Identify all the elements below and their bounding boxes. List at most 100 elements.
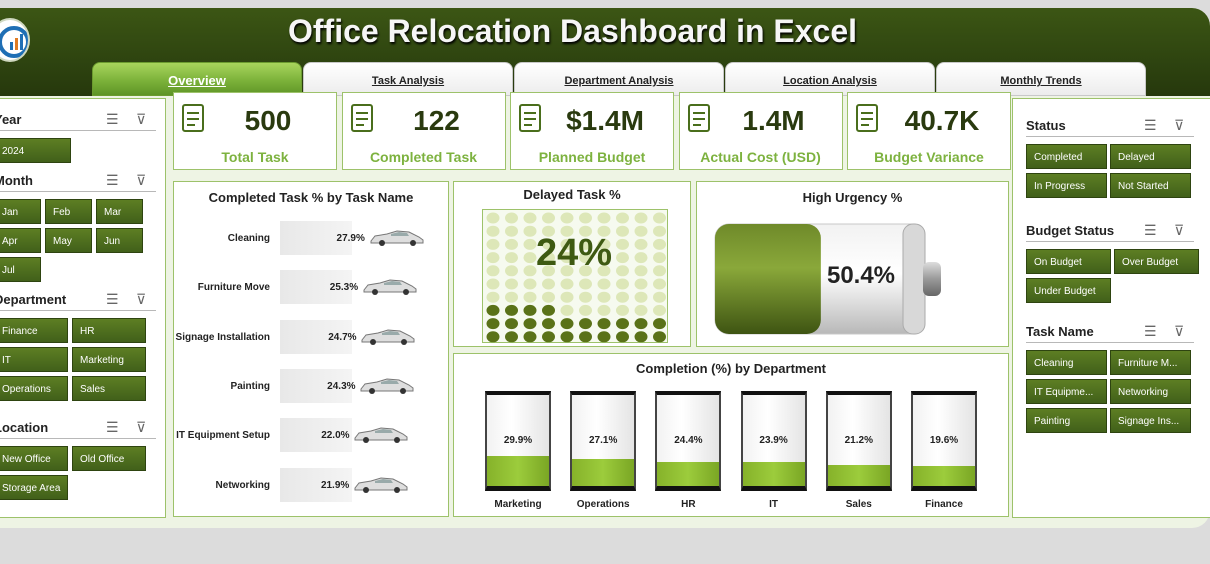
car-marker-icon: [353, 476, 409, 493]
dot-empty: [653, 291, 666, 303]
car-marker-icon: [353, 427, 409, 444]
department-bar-fill: [657, 461, 720, 486]
slicer-button[interactable]: Under Budget: [1026, 278, 1111, 303]
tab-overview[interactable]: Overview: [92, 62, 302, 96]
slicer-button[interactable]: Signage Ins...: [1110, 408, 1191, 433]
slicer-button[interactable]: In Progress: [1026, 173, 1107, 198]
dot-empty: [560, 304, 574, 316]
dot-empty: [542, 278, 555, 290]
dot-empty: [560, 291, 574, 303]
department-label: Finance: [925, 499, 963, 510]
completed-by-task-chart: Completed Task % by Task Name Cleaning 27…: [173, 181, 449, 517]
clear-filter-icon[interactable]: ⊽: [136, 172, 147, 188]
multi-select-icon[interactable]: ☰: [1144, 323, 1157, 339]
dot-empty: [634, 304, 648, 316]
tab-monthly-trends[interactable]: Monthly Trends: [936, 62, 1146, 96]
clear-filter-icon[interactable]: ⊽: [136, 291, 147, 307]
dot-empty: [616, 212, 629, 224]
clear-filter-icon[interactable]: ⊽: [1174, 323, 1185, 339]
dot-empty: [505, 265, 518, 277]
multi-select-icon[interactable]: ☰: [1144, 222, 1157, 238]
urgency-battery: [714, 223, 941, 335]
dot-filled: [542, 331, 555, 343]
department-value-label: 24.4%: [674, 435, 703, 446]
clear-filter-icon[interactable]: ⊽: [1174, 117, 1185, 133]
multi-select-icon[interactable]: ☰: [106, 291, 119, 307]
slicer-button[interactable]: Jul: [0, 257, 41, 282]
dot-filled: [523, 318, 537, 330]
slicer-divider: [0, 310, 156, 311]
clear-filter-icon[interactable]: ⊽: [136, 111, 147, 127]
department-bar-fill: [572, 458, 635, 486]
task-label: Furniture Move: [197, 282, 270, 294]
clear-filter-icon[interactable]: ⊽: [1174, 222, 1185, 238]
kpi-label: Actual Cost (USD): [700, 149, 821, 165]
slicer-button[interactable]: Sales: [72, 376, 146, 401]
task-label: IT Equipment Setup: [176, 430, 270, 442]
dot-empty: [523, 225, 537, 237]
slicer-button[interactable]: Apr: [0, 228, 41, 253]
slicer-button[interactable]: May: [45, 228, 92, 253]
slicer-button[interactable]: Storage Area: [0, 475, 68, 500]
task-label: Signage Installation: [175, 331, 270, 343]
slicer-button[interactable]: Mar: [96, 199, 143, 224]
slicer-button[interactable]: Painting: [1026, 408, 1107, 433]
slicer-button[interactable]: Cleaning: [1026, 350, 1107, 375]
department-bar-fill: [487, 456, 549, 486]
slicer-button[interactable]: On Budget: [1026, 249, 1111, 274]
multi-select-icon[interactable]: ☰: [106, 172, 119, 188]
slicer-button[interactable]: Completed: [1026, 144, 1107, 169]
slicer-button[interactable]: Not Started: [1110, 173, 1191, 198]
department-bar-fill: [827, 464, 890, 486]
department-value-label: 19.6%: [929, 435, 959, 446]
multi-select-icon[interactable]: ☰: [106, 111, 119, 127]
slicer-button[interactable]: Networking: [1110, 379, 1191, 404]
task-label: Networking: [215, 479, 270, 491]
slicer-divider: [1026, 342, 1194, 343]
chart-title: Delayed Task %: [523, 187, 621, 202]
multi-select-icon[interactable]: ☰: [106, 419, 119, 435]
slicer-button[interactable]: HR: [72, 318, 146, 343]
kpi-value: $1.4M: [566, 105, 644, 136]
slicer-button[interactable]: 2024: [0, 138, 71, 163]
dot-filled: [523, 304, 537, 316]
slicer-button[interactable]: Feb: [45, 199, 92, 224]
tab-location-analysis[interactable]: Location Analysis: [725, 62, 935, 96]
slicer-title: Location: [0, 420, 49, 435]
dot-empty: [486, 238, 500, 250]
slicer-divider: [1026, 241, 1194, 242]
slicer-title: Task Name: [1026, 324, 1094, 339]
slicer-button[interactable]: Finance: [0, 318, 68, 343]
slicer-button[interactable]: Over Budget: [1114, 249, 1199, 274]
dot-empty: [634, 212, 648, 224]
tab-task-analysis[interactable]: Task Analysis: [303, 62, 513, 96]
dot-empty: [505, 238, 518, 250]
slicer-button[interactable]: Jun: [96, 228, 143, 253]
slicer-button[interactable]: IT Equipme...: [1026, 379, 1107, 404]
chart-title: Completed Task % by Task Name: [208, 190, 414, 205]
dot-empty: [653, 238, 666, 250]
task-value-label: 27.9%: [336, 233, 365, 244]
dot-empty: [486, 252, 500, 264]
task-bar: [280, 368, 352, 403]
dot-empty: [634, 278, 648, 290]
slicer-button[interactable]: Marketing: [72, 347, 146, 372]
slicer-button[interactable]: Operations: [0, 376, 68, 401]
clear-filter-icon[interactable]: ⊽: [136, 419, 147, 435]
dot-filled: [542, 304, 555, 316]
dot-empty: [542, 265, 555, 277]
department-value-label: 27.1%: [589, 435, 618, 446]
multi-select-icon[interactable]: ☰: [1144, 117, 1157, 133]
slicer-button[interactable]: Furniture M...: [1110, 350, 1191, 375]
slicer-button[interactable]: Jan: [0, 199, 41, 224]
dot-empty: [579, 238, 592, 250]
slicer-button[interactable]: Delayed: [1110, 144, 1191, 169]
dot-empty: [597, 225, 611, 237]
slicer-button[interactable]: IT: [0, 347, 68, 372]
dot-empty: [653, 252, 666, 264]
urgency-fill: [715, 224, 821, 334]
slicer-button[interactable]: Old Office: [72, 446, 146, 471]
slicer-button[interactable]: New Office: [0, 446, 68, 471]
tab-department-analysis[interactable]: Department Analysis: [514, 62, 724, 96]
slicer-title: Year: [0, 112, 22, 127]
